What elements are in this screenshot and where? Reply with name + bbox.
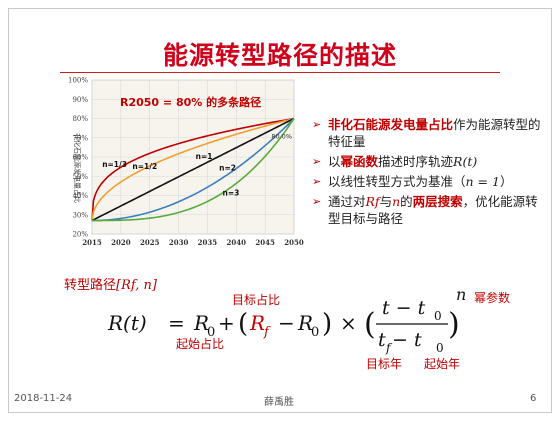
arrow-bullet-icon: ➢ <box>312 175 322 188</box>
x-tick-label: 2040 <box>227 238 247 247</box>
y-tick-label: 40% <box>72 192 88 200</box>
annotation-exponent: 幂参数 <box>474 290 510 305</box>
formula-r0b: R <box>297 311 313 335</box>
footer-author: 薛禹胜 <box>264 397 294 408</box>
formula-plus: + <box>218 311 235 335</box>
formula-label-text: 转型路径 <box>64 278 117 293</box>
bullet-1-text: 作为能源转型的特征量 <box>328 117 541 149</box>
bullet-4-pre: 通过对 <box>328 194 366 209</box>
formula-den-mid: − t <box>392 329 422 351</box>
x-tick-label: 2020 <box>111 238 131 247</box>
series-line <box>91 117 295 222</box>
formula-lparen: ( <box>238 309 248 339</box>
bullet-2-pre: 以 <box>328 154 341 169</box>
formula-r0b-sub: 0 <box>311 325 319 340</box>
formula: R(t) = R 0 + ( R f − R 0 ) × ( t − t 0 t… <box>107 290 510 371</box>
y-tick-label: 50% <box>72 173 88 181</box>
x-tick-label: 2015 <box>82 238 102 247</box>
formula-minus: − <box>278 311 295 335</box>
y-tick-label: 100% <box>68 77 88 85</box>
y-tick-label: 60% <box>72 154 88 162</box>
formula-rparen: ) <box>322 309 332 339</box>
bullet-4-and: 与 <box>379 194 393 209</box>
formula-lparen2: ( <box>364 307 376 342</box>
series-label: n=3 <box>223 189 240 198</box>
bullet-2-math: R(t) <box>453 154 478 169</box>
bullet-4-math-n: n <box>392 194 401 209</box>
y-tick-label: 30% <box>72 211 88 219</box>
series-label: n=1/2 <box>132 162 157 171</box>
formula-rparen2: ) <box>448 307 460 342</box>
bullet-1-highlight: 非化石能源发电量占比 <box>328 117 454 132</box>
y-tick-label: 20% <box>72 231 88 239</box>
x-tick-label: 2035 <box>198 238 218 247</box>
series-label: n=1 <box>196 152 213 161</box>
formula-lhs: R(t) <box>107 311 147 335</box>
formula-times: × <box>340 311 357 335</box>
x-tick-label: 2030 <box>169 238 189 247</box>
annotation-target-ratio: 目标占比 <box>232 292 280 307</box>
formula-rf-sub: f <box>263 325 271 340</box>
formula-denominator: t <box>378 329 386 351</box>
bullet-2-text: 描述时序轨迹 <box>378 154 454 169</box>
bullet-item-3: ➢ 以线性转型方式为基准（n = 1） <box>312 173 547 190</box>
formula-r0-sub: 0 <box>207 325 215 340</box>
formula-equals: = <box>168 311 185 335</box>
y-tick-label: 90% <box>72 96 88 104</box>
x-tick-label: 2025 <box>140 238 160 247</box>
footer-date: 2018-11-24 <box>14 393 73 404</box>
title-underline <box>60 72 500 73</box>
bullet-3-end: ） <box>499 174 513 189</box>
arrow-bullet-icon: ➢ <box>312 195 322 208</box>
x-tick-label: 2050 <box>284 238 304 247</box>
formula-den-sub1: f <box>385 341 393 355</box>
annotation-start-ratio: 起始占比 <box>176 336 224 351</box>
arrow-bullet-icon: ➢ <box>312 118 322 131</box>
y-axis-label: 非化石能源发电量占比 <box>73 133 82 203</box>
end-value-label: 80.0% <box>271 133 292 141</box>
formula-label: 转型路径[Rf, n] <box>64 274 157 293</box>
bullet-item-1: ➢ 非化石能源发电量占比作为能源转型的特征量 <box>312 116 547 150</box>
series-line <box>91 117 295 222</box>
bullet-item-2: ➢ 以幂函数描述时序轨迹R(t) <box>312 153 547 170</box>
series-label: n=2 <box>219 163 236 172</box>
bullet-4-text: ，优化能源转型目标与路径 <box>328 194 538 226</box>
y-tick-label: 80% <box>72 115 88 123</box>
bullet-3-text: 以线性转型方式为基准（ <box>328 174 466 189</box>
bullet-list: ➢ 非化石能源发电量占比作为能源转型的特征量 ➢ 以幂函数描述时序轨迹R(t) … <box>312 116 547 230</box>
formula-numerator: t − t <box>382 297 426 319</box>
annotation-start-year: 起始年 <box>424 357 460 371</box>
bullet-2-highlight: 幂函数 <box>340 154 379 169</box>
bullet-4-highlight: 两层搜索 <box>412 194 463 209</box>
formula-num-sub: 0 <box>434 309 442 323</box>
formula-rf: R <box>249 311 265 335</box>
formula-r0: R <box>193 311 209 335</box>
slide-title: 能源转型路径的描述 <box>162 41 397 70</box>
bullet-4-of: 的 <box>400 194 413 209</box>
arrow-bullet-icon: ➢ <box>312 155 322 168</box>
x-tick-label: 2045 <box>255 238 275 247</box>
bullet-4-math-rf: Rf <box>365 194 380 209</box>
formula-exponent: n <box>456 290 466 304</box>
bullet-item-4: ➢ 通过对Rf与n的两层搜索，优化能源转型目标与路径 <box>312 193 547 227</box>
path-chart: 非化石能源发电量占比 20% 30% 40% 50% 60% 70% 80% 90% 100% 2… <box>68 77 304 248</box>
series-label: n=1/3 <box>102 160 127 169</box>
chart-area: 非化石能源发电量占比 20% 30% 40% 50% 60% 70% 80% 90% 100% 2… <box>28 77 304 248</box>
footer-page: 6 <box>530 393 537 404</box>
bullet-3-math: n = 1 <box>465 174 500 189</box>
y-tick-label: 70% <box>72 134 88 142</box>
annotation-target-year: 目标年 <box>366 357 402 371</box>
series-line <box>91 117 295 221</box>
formula-label-math: [Rf, n] <box>116 278 157 293</box>
series-line <box>91 118 295 222</box>
series-line <box>91 117 295 221</box>
formula-den-sub2: 0 <box>436 341 444 355</box>
chart-title: R2050 = 80% 的多条路径 <box>120 95 261 109</box>
